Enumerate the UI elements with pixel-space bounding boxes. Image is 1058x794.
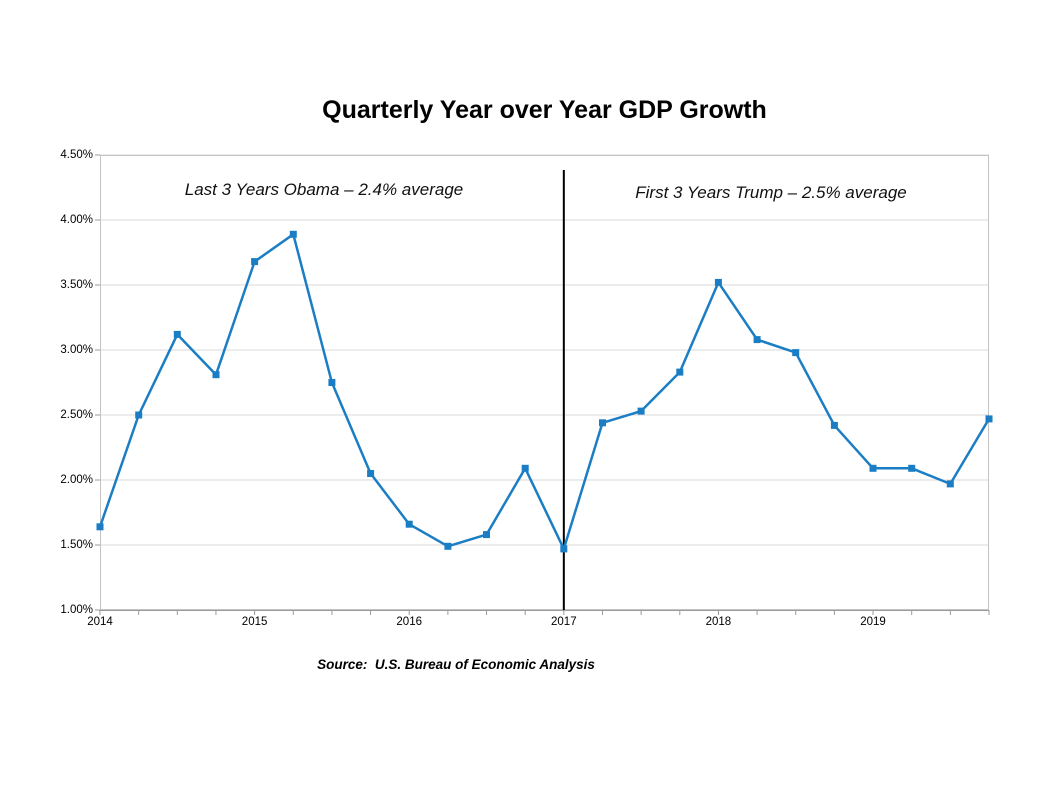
gdp-growth-series-line <box>98 233 991 551</box>
data-point-marker <box>676 368 684 376</box>
data-point-marker <box>830 421 838 429</box>
data-point-marker <box>599 419 606 427</box>
data-point-marker <box>946 480 954 488</box>
data-point-marker <box>908 464 916 472</box>
y-tick-label: 3.00% <box>60 344 93 356</box>
data-point-marker <box>289 230 297 238</box>
x-axis: 2014 2015 2016 2017 2018 2019 <box>87 615 989 631</box>
x-tick-label: 2017 <box>551 616 577 628</box>
x-tick-label: 2015 <box>241 616 268 628</box>
y-tick-label: 1.00% <box>60 604 93 616</box>
x-tick-label: 2014 <box>87 616 113 628</box>
y-tick-label: 4.50% <box>60 149 93 161</box>
x-tick-label: 2019 <box>860 616 886 628</box>
plot-border <box>100 155 989 610</box>
data-point-marker <box>521 464 529 472</box>
y-tick-label: 3.50% <box>60 279 93 291</box>
data-point-marker <box>753 336 761 344</box>
gdp-growth-line-chart <box>95 154 993 615</box>
data-point-marker <box>405 520 413 528</box>
plot-area <box>95 154 993 615</box>
data-point-marker <box>251 258 259 266</box>
data-point-marker <box>367 470 375 477</box>
y-tick-label: 2.00% <box>60 474 93 486</box>
data-point-marker <box>96 523 104 531</box>
annotation-obama-average: Last 3 Years Obama – 2.4% average <box>184 180 464 199</box>
data-point-marker <box>714 278 722 286</box>
data-point-marker <box>985 415 993 423</box>
annotation-trump-average: First 3 Years Trump – 2.5% average <box>635 183 907 202</box>
source-note: Source: U.S. Bureau of Economic Analysis <box>317 657 595 672</box>
data-point-marker <box>792 349 800 357</box>
data-point-marker <box>328 379 336 386</box>
data-point-marker <box>637 407 645 415</box>
y-axis: 1.00% 1.50% 2.00% 2.50% 3.00% 3.50% 4.00% 4.50% <box>0 149 93 616</box>
data-point-marker <box>173 330 181 338</box>
y-tick-label: 4.00% <box>60 214 93 226</box>
y-tick-label: 2.50% <box>60 409 93 421</box>
data-point-marker <box>212 371 220 379</box>
data-point-marker <box>483 531 490 539</box>
data-point-marker <box>560 545 568 553</box>
x-tick-label: 2018 <box>705 616 732 628</box>
data-point-marker <box>444 542 452 550</box>
data-point-marker <box>135 411 143 419</box>
data-point-marker <box>869 464 877 472</box>
x-tick-label: 2016 <box>396 616 422 628</box>
y-tick-label: 1.50% <box>60 539 93 551</box>
chart-title: Quarterly Year over Year GDP Growth <box>322 96 767 124</box>
